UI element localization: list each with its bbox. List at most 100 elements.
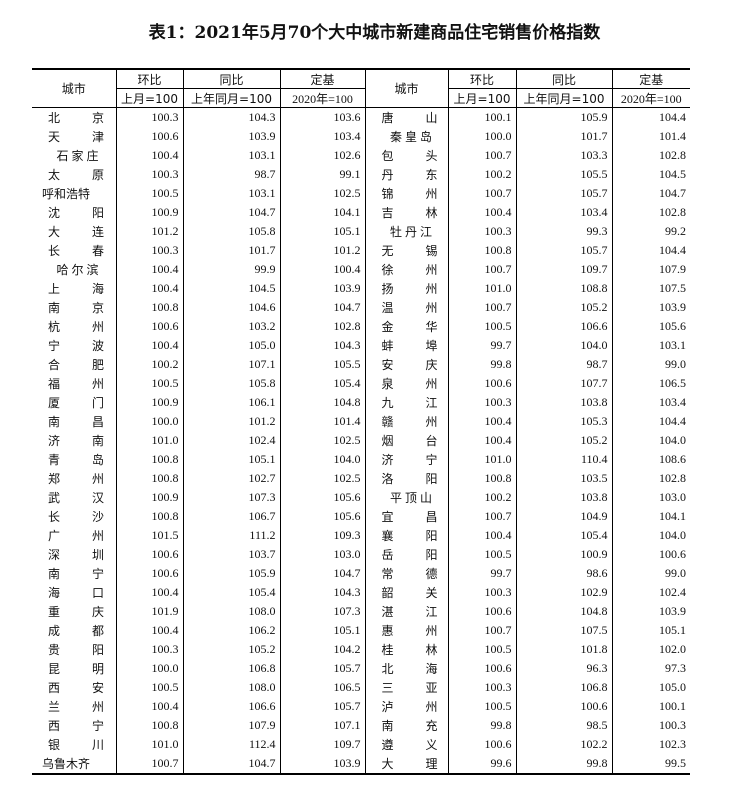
yoy-value: 104.8 [515,602,612,621]
mom-value: 100.7 [447,146,516,165]
city-name-cell: 广州 [32,526,116,545]
city-name-char: 东 [425,168,438,182]
city-name-char: 昌 [425,510,438,524]
fixed-value: 99.1 [279,165,365,184]
mom-value: 100.6 [447,659,516,678]
city-name: 洛阳 [382,470,438,487]
mom-value: 99.8 [447,716,516,735]
city-name-char: 口 [91,586,104,600]
header-fixed-base: 2020年=100 [279,88,365,108]
fixed-value: 107.5 [611,279,690,298]
city-name-cell: 常德 [364,564,448,583]
header-yoy-base: 上年同月=100 [182,88,280,108]
city-name: 太原 [48,166,104,183]
fixed-value: 104.8 [279,393,365,412]
fixed-value: 104.0 [611,431,690,450]
city-name-char: 宁 [425,453,438,467]
city-name-cell: 杭州 [32,317,116,336]
mom-value: 100.4 [447,526,516,545]
city-name-cell: 洛阳 [364,469,448,488]
fixed-value: 105.5 [279,355,365,374]
city-name-char: 西 [48,719,61,733]
yoy-value: 100.9 [515,545,612,564]
header-mom-base: 上月=100 [115,88,183,108]
fixed-value: 102.8 [611,469,690,488]
city-name-char: 唐 [381,111,394,125]
mom-value: 100.4 [447,431,516,450]
fixed-value: 105.1 [611,621,690,640]
mom-value: 101.0 [447,450,516,469]
table-row: 南京 100.8 104.6 104.7 温州 100.7 105.2 103.9 [32,298,690,317]
mom-value: 100.3 [115,640,183,659]
city-name-cell: 襄阳 [364,526,448,545]
city-name-char: 理 [425,757,438,771]
city-name-cell: 上海 [32,279,116,298]
mom-value: 100.2 [115,355,183,374]
header-mom-base-right: 上月=100 [447,88,516,108]
city-name-char: 福 [48,377,61,391]
fixed-value: 101.2 [279,241,365,260]
city-name: 深圳 [48,546,104,563]
city-name-char: 兰 [48,700,61,714]
city-name-char: 赣 [381,415,394,429]
city-name: 南宁 [48,565,104,582]
table-row: 沈阳 100.9 104.7 104.1 吉林 100.4 103.4 102.8 [32,203,690,222]
table-row: 长春 100.3 101.7 101.2 无锡 100.8 105.7 104.4 [32,241,690,260]
city-name-char: 海 [425,662,438,676]
city-name-char: 州 [425,700,438,714]
mom-value: 100.5 [447,640,516,659]
mom-value: 100.5 [115,678,183,697]
fixed-value: 104.4 [611,107,690,127]
table-row: 厦门 100.9 106.1 104.8 九江 100.3 103.8 103.4 [32,393,690,412]
table-row: 宁波 100.4 105.0 104.3 蚌埠 99.7 104.0 103.1 [32,336,690,355]
city-name-char: 金 [381,320,394,334]
mom-value: 100.4 [115,146,183,165]
mom-value: 100.5 [447,545,516,564]
mom-value: 100.8 [115,298,183,317]
yoy-value: 106.8 [515,678,612,697]
mom-value: 100.8 [115,469,183,488]
yoy-value: 102.7 [182,469,280,488]
city-name-char: 南 [91,434,104,448]
mom-value: 100.5 [447,697,516,716]
yoy-value: 105.4 [182,583,280,602]
fixed-value: 103.9 [279,754,365,775]
city-name-char: 汉 [91,491,104,505]
city-name-char: 明 [91,662,104,676]
city-name-cell: 昆明 [32,659,116,678]
city-name-char: 锡 [425,244,438,258]
table-row: 海口 100.4 105.4 104.3 韶关 100.3 102.9 102.4 [32,583,690,602]
city-name: 烟台 [382,432,438,449]
city-name: 三亚 [382,679,438,696]
mom-value: 100.4 [115,336,183,355]
mom-value: 101.0 [115,431,183,450]
table-title: 表1：2021年5月70个大中城市新建商品住宅销售价格指数 [148,23,601,43]
city-name-char: 原 [91,168,104,182]
city-name: 温州 [382,299,438,316]
city-name-cell: 乌鲁木齐 [32,754,116,775]
city-name-char: 海 [48,586,61,600]
city-name-char: 林 [425,206,438,220]
mom-value: 100.8 [447,469,516,488]
yoy-value: 103.1 [182,146,280,165]
city-name: 重庆 [48,603,104,620]
city-name-cell: 金华 [364,317,448,336]
fixed-value: 104.3 [279,583,365,602]
header-fixed-base-right: 2020年=100 [611,88,690,108]
table-row: 南宁 100.6 105.9 104.7 常德 99.7 98.6 99.0 [32,564,690,583]
city-name-char: 宁 [91,567,104,581]
table-row: 石家庄 100.4 103.1 102.6 包头 100.7 103.3 102.8 [32,146,690,165]
header-yoy-base-right: 上年同月=100 [515,88,612,108]
city-name-char: 惠 [381,624,394,638]
city-name-char: 银 [48,738,61,752]
city-name: 湛江 [382,603,438,620]
city-name: 蚌埠 [382,337,438,354]
city-name-char: 关 [425,586,438,600]
fixed-value: 105.7 [279,697,365,716]
yoy-value: 101.8 [515,640,612,659]
city-name-cell: 贵阳 [32,640,116,659]
fixed-value: 104.4 [611,412,690,431]
city-name-char: 州 [91,320,104,334]
city-name-cell: 青岛 [32,450,116,469]
yoy-value: 104.7 [182,754,280,775]
